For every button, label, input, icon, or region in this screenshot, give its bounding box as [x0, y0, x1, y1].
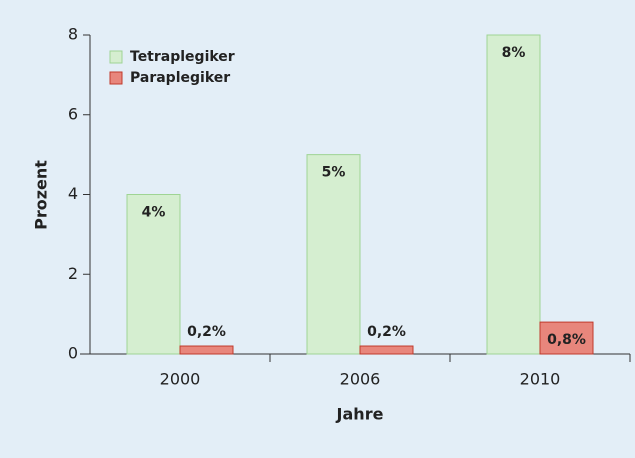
value-label: 5% [322, 165, 346, 181]
y-tick-label: 6 [68, 104, 78, 123]
value-label: 0,2% [187, 324, 226, 340]
bar [359, 345, 414, 355]
x-tick-label: 2010 [520, 370, 561, 389]
y-tick-label: 0 [68, 344, 78, 363]
y-tick-label: 8 [68, 25, 78, 44]
x-tick-label: 2006 [340, 370, 381, 389]
legend-swatch [109, 50, 123, 64]
bar [306, 154, 361, 355]
bar [126, 194, 181, 355]
x-axis-title: Jahre [336, 405, 384, 424]
bar [539, 321, 594, 355]
value-label: 0,2% [367, 324, 406, 340]
bar [179, 345, 234, 355]
legend-swatch [109, 71, 123, 85]
value-label: 0,8% [547, 332, 586, 348]
value-label: 8% [502, 45, 526, 61]
y-tick-label: 4 [68, 184, 78, 203]
bar [486, 34, 541, 355]
y-axis-title: Prozent [32, 160, 51, 230]
legend-label: Paraplegiker [130, 70, 230, 86]
y-tick-label: 2 [68, 264, 78, 283]
value-label: 4% [142, 205, 166, 221]
legend-label: Tetraplegiker [130, 49, 235, 65]
x-tick-label: 2000 [160, 370, 201, 389]
